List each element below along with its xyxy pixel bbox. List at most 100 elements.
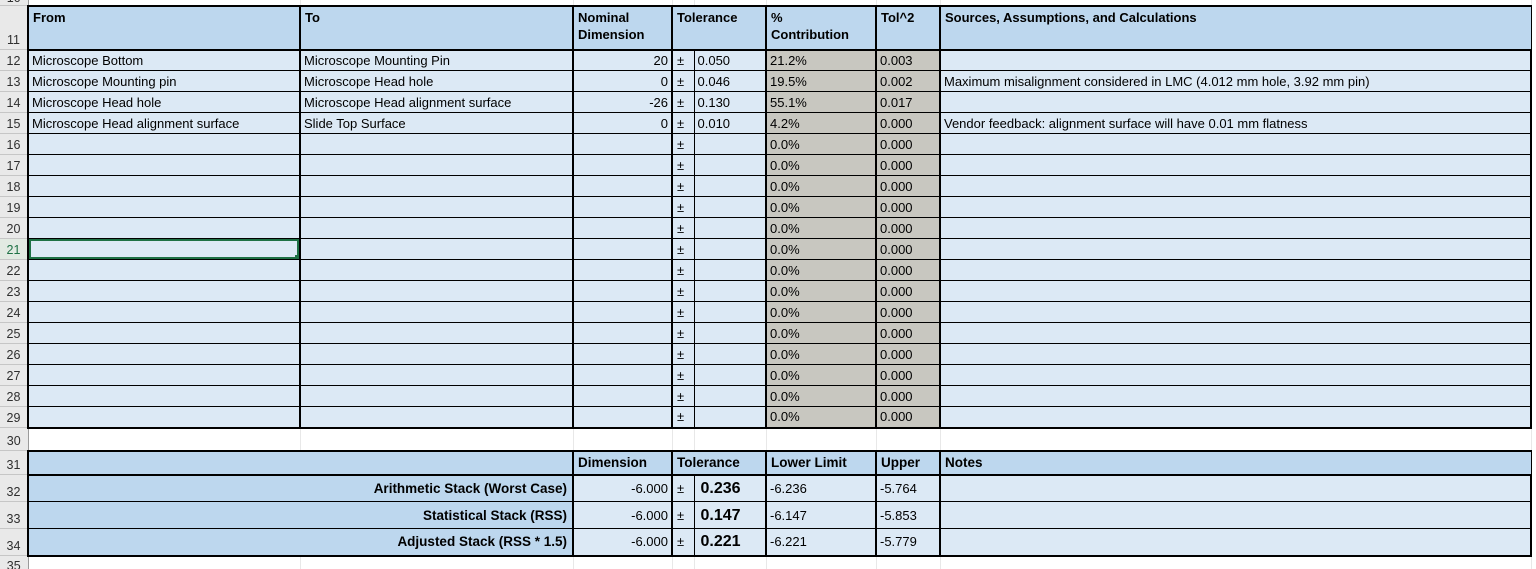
cell-to[interactable]	[299, 154, 574, 176]
row-number[interactable]: 19	[0, 196, 29, 218]
row-number[interactable]: 31	[0, 450, 29, 475]
cell-tolerance-value[interactable]	[693, 175, 767, 197]
cell-notes[interactable]	[939, 474, 1532, 502]
cell-plus-minus[interactable]: ±	[671, 49, 695, 71]
cell-tol-squared[interactable]: 0.000	[875, 322, 941, 344]
cell-plus-minus[interactable]: ±	[671, 133, 695, 155]
cell-to[interactable]	[299, 217, 574, 239]
cell-to[interactable]	[299, 322, 574, 344]
cell-sources[interactable]	[939, 196, 1532, 218]
cell-sources[interactable]	[939, 217, 1532, 239]
cell-from[interactable]	[27, 217, 301, 239]
cell-plus-minus[interactable]: ±	[671, 322, 695, 344]
cell-tol-squared[interactable]: 0.000	[875, 154, 941, 176]
cell-lower-limit[interactable]: -6.221	[765, 528, 877, 557]
cell-plus-minus[interactable]: ±	[671, 238, 695, 260]
cell-from[interactable]	[27, 196, 301, 218]
cell-sources[interactable]	[939, 322, 1532, 344]
cell-pct-contribution[interactable]: 21.2%	[765, 49, 877, 71]
header-tolerance-summary[interactable]: Tolerance	[671, 449, 767, 476]
cell-blank[interactable]	[940, 427, 1532, 451]
row-number[interactable]: 27	[0, 364, 29, 386]
cell-sources[interactable]	[939, 175, 1532, 197]
row-number[interactable]: 23	[0, 280, 29, 302]
cell-tolerance-value[interactable]	[693, 196, 767, 218]
row-number[interactable]: 35	[0, 555, 29, 569]
row-number[interactable]: 29	[0, 406, 29, 428]
cell-sources[interactable]	[939, 364, 1532, 386]
cell-blank[interactable]	[573, 555, 673, 569]
cell-tol-squared[interactable]: 0.000	[875, 112, 941, 134]
cell-nominal-dimension[interactable]	[572, 301, 673, 323]
cell-stack-label[interactable]: Arithmetic Stack (Worst Case)	[27, 474, 574, 502]
cell-plus-minus[interactable]: ±	[671, 112, 695, 134]
cell-nominal-dimension[interactable]: -26	[572, 91, 673, 113]
cell-tol-squared[interactable]: 0.003	[875, 49, 941, 71]
cell-tolerance-value[interactable]: 0.221	[693, 528, 767, 557]
cell-nominal-dimension[interactable]	[572, 217, 673, 239]
row-number[interactable]: 16	[0, 133, 29, 155]
cell-blank[interactable]	[300, 427, 574, 451]
cell-pct-contribution[interactable]: 0.0%	[765, 280, 877, 302]
cell-dimension[interactable]: -6.000	[572, 501, 673, 529]
row-number[interactable]: 28	[0, 385, 29, 407]
cell-tol-squared[interactable]: 0.000	[875, 301, 941, 323]
cell-sources[interactable]	[939, 49, 1532, 71]
cell-sources[interactable]	[939, 259, 1532, 281]
cell-to[interactable]	[299, 196, 574, 218]
cell-sources[interactable]	[939, 154, 1532, 176]
cell-from[interactable]: Microscope Head hole	[27, 91, 301, 113]
cell-plus-minus[interactable]: ±	[671, 70, 695, 92]
cell-plus-minus[interactable]: ±	[671, 259, 695, 281]
cell-plus-minus[interactable]: ±	[671, 385, 695, 407]
cell-sources[interactable]	[939, 91, 1532, 113]
row-number[interactable]: 18	[0, 175, 29, 197]
cell-from[interactable]	[27, 238, 301, 260]
cell-tolerance-value[interactable]: 0.010	[693, 112, 767, 134]
cell-pct-contribution[interactable]: 0.0%	[765, 364, 877, 386]
cell-blank[interactable]	[940, 555, 1532, 569]
header-from[interactable]: From	[27, 4, 301, 51]
cell-to[interactable]: Slide Top Surface	[299, 112, 574, 134]
cell-plus-minus[interactable]: ±	[671, 364, 695, 386]
cell-from[interactable]	[27, 259, 301, 281]
cell-tolerance-value[interactable]: 0.130	[693, 91, 767, 113]
cell-notes[interactable]	[939, 528, 1532, 557]
row-number[interactable]: 26	[0, 343, 29, 365]
header-dimension[interactable]: Dimension	[572, 449, 673, 476]
cell-pct-contribution[interactable]: 0.0%	[765, 217, 877, 239]
cell-from[interactable]	[27, 301, 301, 323]
row-number[interactable]: 15	[0, 112, 29, 134]
cell-to[interactable]	[299, 406, 574, 429]
cell-blank[interactable]	[672, 0, 695, 6]
cell-tol-squared[interactable]: 0.000	[875, 175, 941, 197]
row-number[interactable]: 30	[0, 427, 29, 451]
cell-tolerance-value[interactable]	[693, 217, 767, 239]
cell-tol-squared[interactable]: 0.002	[875, 70, 941, 92]
cell-sources[interactable]: Vendor feedback: alignment surface will …	[939, 112, 1532, 134]
cell-pct-contribution[interactable]: 0.0%	[765, 301, 877, 323]
cell-upper-limit[interactable]: -5.779	[875, 528, 941, 557]
cell-tolerance-value[interactable]	[693, 406, 767, 429]
cell-tolerance-value[interactable]	[693, 364, 767, 386]
cell-from[interactable]	[27, 364, 301, 386]
cell-dimension[interactable]: -6.000	[572, 474, 673, 502]
row-number[interactable]: 12	[0, 49, 29, 71]
cell-blank[interactable]	[876, 427, 941, 451]
cell-pct-contribution[interactable]: 0.0%	[765, 406, 877, 429]
cell-blank[interactable]	[300, 555, 574, 569]
row-number[interactable]: 34	[0, 528, 29, 556]
header-tolerance[interactable]: Tolerance	[671, 4, 767, 51]
cell-blank[interactable]	[876, 555, 941, 569]
cell-stack-label[interactable]: Adjusted Stack (RSS * 1.5)	[27, 528, 574, 557]
cell-sources[interactable]: Maximum misalignment considered in LMC (…	[939, 70, 1532, 92]
cell-from[interactable]: Microscope Mounting pin	[27, 70, 301, 92]
cell-sources[interactable]	[939, 133, 1532, 155]
cell-to[interactable]	[299, 385, 574, 407]
cell-blank[interactable]	[766, 0, 877, 6]
cell-pct-contribution[interactable]: 0.0%	[765, 322, 877, 344]
cell-pct-contribution[interactable]: 0.0%	[765, 259, 877, 281]
cell-plus-minus[interactable]: ±	[671, 501, 695, 529]
cell-from[interactable]	[27, 280, 301, 302]
cell-plus-minus[interactable]: ±	[671, 91, 695, 113]
